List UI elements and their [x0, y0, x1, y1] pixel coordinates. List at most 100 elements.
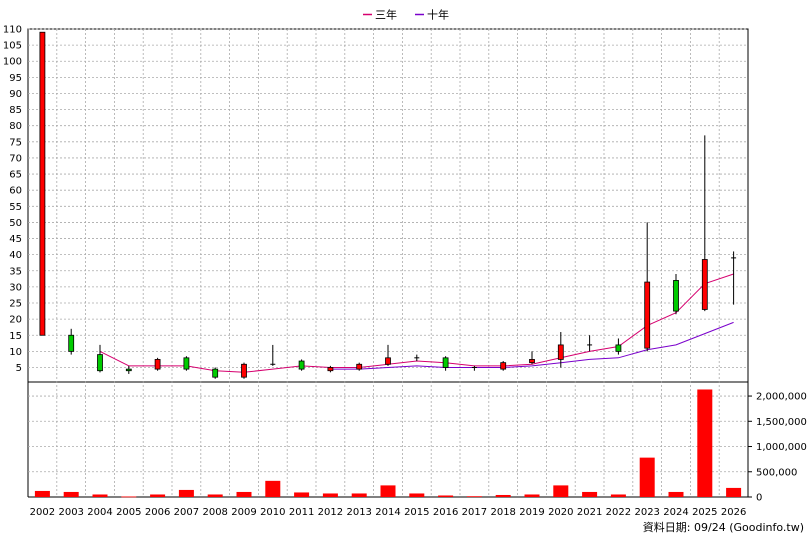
x-tick-label: 2021	[577, 507, 602, 518]
volume-bar	[207, 494, 223, 497]
volume-bar	[726, 487, 742, 497]
legend-label: 十年	[427, 8, 449, 22]
volume-tick-label: 1,500,000	[756, 417, 807, 428]
candle-up	[500, 362, 507, 370]
x-tick-label: 2003	[58, 507, 83, 518]
candle-up	[644, 281, 651, 349]
volume-bars	[34, 389, 742, 498]
price-tick-label: 20	[9, 315, 22, 326]
price-tick-label: 75	[9, 137, 22, 148]
x-tick-label: 2024	[663, 507, 688, 518]
volume-bar	[92, 494, 108, 497]
candle-up	[241, 363, 247, 378]
volume-bar	[639, 457, 655, 497]
price-tick-label: 40	[9, 250, 22, 261]
price-grid	[27, 28, 749, 497]
price-tick-label: 50	[9, 218, 22, 229]
price-tick-label: 65	[9, 170, 22, 181]
volume-tick-label: 2,000,000	[756, 392, 807, 403]
x-tick-label: 2019	[519, 507, 544, 518]
x-tick-label: 2018	[490, 507, 515, 518]
price-tick-label: 10	[9, 347, 22, 358]
volume-bar	[265, 480, 281, 497]
candle-up	[154, 359, 161, 370]
price-tick-label: 35	[9, 266, 22, 277]
candle-down	[442, 357, 449, 368]
candle-up	[385, 357, 391, 365]
x-tick-label: 2008	[202, 507, 227, 518]
price-tick-label: 105	[3, 41, 22, 52]
volume-bar	[294, 492, 310, 497]
x-axis: 2002 2003 2004 2005 2006 2007 2008 2009 2010 2011…	[30, 507, 747, 518]
volume-bar	[236, 491, 252, 497]
volume-bar	[697, 389, 713, 497]
volume-bar	[409, 493, 425, 497]
candle-up	[327, 367, 334, 372]
price-tick-label: 90	[9, 89, 22, 100]
x-tick-label: 2011	[289, 507, 314, 518]
volume-bar	[351, 493, 367, 497]
candle-down	[183, 357, 190, 370]
price-tick-label: 110	[3, 25, 22, 36]
price-tick-label: 60	[9, 186, 22, 197]
x-tick-label: 2016	[433, 507, 458, 518]
candle-up	[529, 359, 535, 364]
volume-bar	[121, 496, 137, 498]
volume-bar	[150, 494, 166, 497]
x-tick-label: 2012	[318, 507, 343, 518]
candle-down	[615, 344, 622, 352]
x-tick-label: 2009	[231, 507, 256, 518]
volume-axis: 0 500,000 1,000,000 1,500,000 2,000,000	[748, 392, 807, 504]
candle-down	[97, 354, 103, 372]
volume-tick-label: 1,000,000	[756, 442, 807, 453]
price-tick-label: 85	[9, 105, 22, 116]
candlesticks	[39, 31, 737, 379]
x-tick-label: 2023	[634, 507, 659, 518]
candle-up	[701, 259, 708, 310]
x-tick-label: 2025	[692, 507, 717, 518]
candle-down	[298, 360, 305, 370]
volume-bar	[466, 496, 482, 498]
volume-bar	[63, 491, 79, 497]
x-tick-label: 2020	[548, 507, 573, 518]
volume-bar	[610, 494, 626, 497]
chart-legend: 三年 十年	[363, 8, 449, 22]
price-tick-label: 95	[9, 73, 22, 84]
volume-bar	[495, 494, 511, 497]
volume-bar	[178, 489, 194, 497]
volume-grid	[27, 382, 749, 498]
price-axis: 5 10 15 20 25 30 35 40 45 50 55 60 65 70 75 80 85 90 95 100…	[3, 25, 22, 374]
candle-down	[212, 368, 219, 378]
volume-bar	[582, 491, 598, 497]
volume-bar	[380, 485, 396, 497]
x-tick-label: 2026	[721, 507, 746, 518]
price-plot-frame	[27, 28, 749, 383]
price-tick-label: 100	[3, 57, 22, 68]
volume-bar	[668, 491, 684, 497]
volume-tick-label: 0	[756, 493, 762, 504]
candle-down	[68, 334, 75, 352]
price-tick-label: 25	[9, 299, 22, 310]
price-tick-label: 30	[9, 282, 22, 293]
candle-up	[557, 344, 564, 360]
x-tick-label: 2015	[404, 507, 429, 518]
volume-bar	[438, 495, 454, 497]
price-tick-label: 5	[16, 363, 22, 374]
x-tick-label: 2006	[145, 507, 170, 518]
candle-up	[39, 31, 46, 336]
footer-source: 資料日期: 09/24 (Goodinfo.tw)	[643, 520, 804, 534]
price-tick-label: 45	[9, 234, 22, 245]
x-tick-label: 2014	[375, 507, 400, 518]
x-tick-label: 2017	[462, 507, 487, 518]
x-tick-label: 2005	[116, 507, 141, 518]
price-tick-label: 80	[9, 121, 22, 132]
ma-10y-line	[330, 321, 734, 370]
candle-down	[125, 368, 132, 372]
x-tick-label: 2010	[260, 507, 285, 518]
x-tick-label: 2013	[346, 507, 371, 518]
price-tick-label: 70	[9, 153, 22, 164]
legend-label: 三年	[375, 8, 397, 22]
x-tick-label: 2022	[606, 507, 631, 518]
x-tick-label: 2004	[87, 507, 112, 518]
